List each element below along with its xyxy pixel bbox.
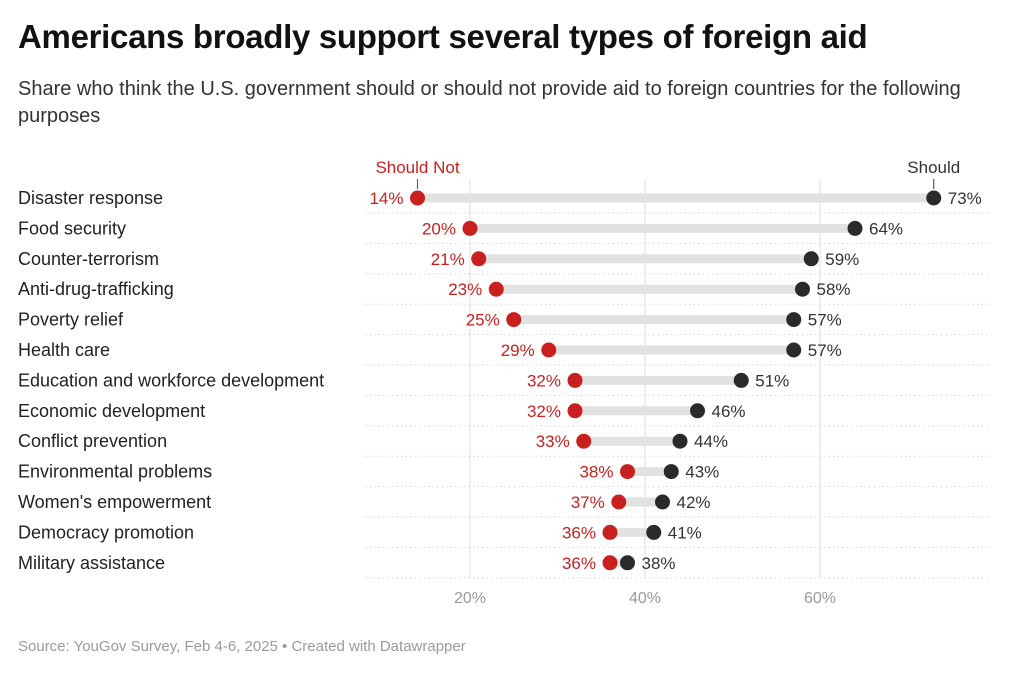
- should-value-label: 59%: [825, 250, 859, 269]
- should-value-label: 73%: [948, 189, 982, 208]
- category-label: Food security: [18, 218, 126, 238]
- should-point: [847, 220, 863, 236]
- should-point: [672, 433, 688, 449]
- should-value-label: 58%: [817, 280, 851, 299]
- category-label: Anti-drug-trafficking: [18, 279, 174, 299]
- should-not-point: [611, 494, 627, 510]
- should-not-value-label: 36%: [562, 554, 596, 573]
- should-not-point: [471, 251, 487, 267]
- should-value-label: 43%: [685, 463, 719, 482]
- legend-should: Should: [907, 158, 960, 177]
- should-not-value-label: 20%: [422, 219, 456, 238]
- should-point: [663, 464, 679, 480]
- should-value-label: 38%: [642, 554, 676, 573]
- category-label: Environmental problems: [18, 462, 212, 482]
- should-point: [655, 494, 670, 510]
- chart-title: Americans broadly support several types …: [18, 18, 868, 55]
- should-not-value-label: 36%: [562, 523, 596, 542]
- x-tick-label: 20%: [454, 590, 486, 607]
- category-label: Conflict prevention: [18, 431, 167, 451]
- row-guides: [365, 212, 990, 579]
- should-point: [786, 342, 802, 358]
- should-point: [620, 555, 635, 571]
- should-value-label: 64%: [869, 219, 903, 238]
- should-not-point: [506, 312, 522, 328]
- should-not-point: [602, 555, 618, 571]
- x-tick-label: 60%: [804, 590, 836, 607]
- category-label: Women's empowerment: [18, 492, 211, 512]
- should-not-value-label: 32%: [527, 371, 561, 390]
- should-not-value-label: 21%: [431, 250, 465, 269]
- data-points: [410, 190, 942, 571]
- category-label: Counter-terrorism: [18, 249, 159, 269]
- x-axis-ticks: 20% 40% 60%: [454, 590, 836, 607]
- should-value-label: 41%: [668, 523, 702, 542]
- category-label: Economic development: [18, 401, 205, 421]
- should-point: [795, 281, 810, 297]
- category-label: Health care: [18, 340, 110, 360]
- should-not-point: [620, 464, 635, 480]
- should-not-value-label: 33%: [536, 432, 570, 451]
- legend: Should Not Should: [375, 158, 960, 189]
- should-not-value-label: 23%: [448, 280, 482, 299]
- category-label: Military assistance: [18, 553, 165, 573]
- chart-subtitle: Share who think the U.S. government shou…: [18, 78, 961, 127]
- should-not-point: [602, 524, 618, 540]
- x-tick-label: 40%: [629, 590, 661, 607]
- category-label: Democracy promotion: [18, 522, 194, 542]
- should-value-label: 57%: [808, 341, 842, 360]
- category-label: Education and workforce development: [18, 370, 324, 390]
- should-not-point: [410, 190, 425, 206]
- category-label: Disaster response: [18, 188, 163, 208]
- should-value-label: 57%: [808, 311, 842, 330]
- should-not-point: [541, 342, 557, 358]
- category-label: Poverty relief: [18, 310, 124, 330]
- should-not-value-label: 29%: [501, 341, 535, 360]
- should-not-value-label: 25%: [466, 311, 500, 330]
- should-not-value-label: 37%: [571, 493, 605, 512]
- should-not-point: [462, 220, 478, 236]
- should-not-value-label: 38%: [579, 463, 613, 482]
- should-not-point: [567, 403, 583, 419]
- should-point: [646, 524, 662, 540]
- should-not-point: [576, 433, 592, 449]
- should-value-label: 44%: [694, 432, 728, 451]
- should-point: [926, 190, 942, 206]
- should-not-value-label: 32%: [527, 402, 561, 421]
- should-point: [803, 251, 819, 267]
- category-labels: Disaster response Food security Counter-te…: [18, 188, 324, 573]
- should-point: [733, 372, 749, 388]
- legend-should-not: Should Not: [375, 158, 459, 177]
- source-note: Source: YouGov Survey, Feb 4-6, 2025 • C…: [18, 638, 466, 655]
- should-not-value-label: 14%: [369, 189, 403, 208]
- should-point: [786, 312, 802, 328]
- should-value-label: 42%: [677, 493, 711, 512]
- should-point: [690, 403, 705, 419]
- data-labels: 14% 73% 20% 64% 21% 59% 23% 58% 25% 57% 29% 57% 32% 5…: [369, 189, 981, 573]
- should-value-label: 51%: [755, 371, 789, 390]
- should-not-point: [488, 281, 504, 297]
- should-not-point: [567, 372, 583, 388]
- should-value-label: 46%: [712, 402, 746, 421]
